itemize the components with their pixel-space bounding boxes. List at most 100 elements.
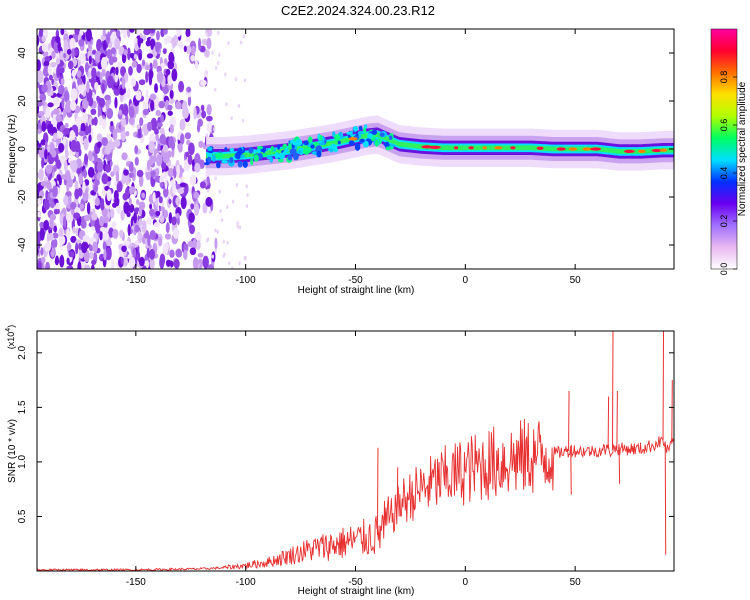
noise-speckle bbox=[38, 110, 45, 117]
noise-speckle bbox=[176, 165, 180, 178]
noise-speckle bbox=[214, 228, 217, 233]
noise-speckle bbox=[172, 227, 180, 239]
noise-speckle bbox=[194, 152, 201, 166]
noise-speckle bbox=[38, 29, 44, 38]
noise-speckle bbox=[109, 160, 113, 167]
snr-spike bbox=[611, 331, 614, 450]
noise-speckle bbox=[146, 53, 154, 59]
noise-speckle bbox=[167, 110, 173, 116]
noise-speckle bbox=[110, 208, 115, 219]
noise-speckle bbox=[186, 45, 192, 55]
noise-speckle bbox=[47, 64, 52, 75]
noise-speckle bbox=[39, 92, 47, 103]
noise-speckle bbox=[195, 232, 202, 241]
noise-speckle bbox=[125, 172, 130, 186]
noise-speckle bbox=[193, 107, 197, 120]
noise-speckle bbox=[74, 188, 80, 200]
noise-speckle bbox=[49, 90, 54, 96]
noise-speckle bbox=[205, 70, 209, 75]
noise-speckle bbox=[206, 188, 210, 193]
ridge-hotspot bbox=[510, 146, 516, 150]
noise-speckle bbox=[182, 106, 189, 119]
noise-speckle bbox=[227, 261, 231, 266]
noise-speckle bbox=[113, 190, 119, 201]
noise-speckle bbox=[126, 47, 131, 61]
ridge-blob bbox=[315, 145, 323, 154]
colorbar: 0.0 0.2 0.4 0.6 0.8 Normalized spectral ampl… bbox=[710, 28, 748, 275]
y-tick-label: 0.5 bbox=[17, 509, 28, 523]
noise-speckle bbox=[53, 208, 59, 215]
noise-speckle bbox=[184, 132, 192, 140]
noise-speckle bbox=[141, 220, 147, 233]
noise-speckle bbox=[37, 100, 43, 107]
ridge-blob bbox=[274, 152, 280, 160]
ridge-hotspot bbox=[660, 148, 668, 152]
noise-speckle bbox=[37, 128, 41, 135]
noise-speckle bbox=[138, 207, 143, 216]
noise-speckle bbox=[211, 125, 215, 134]
noise-speckle bbox=[77, 261, 82, 269]
noise-speckle bbox=[63, 39, 68, 53]
x-tick-label: -150 bbox=[126, 577, 146, 588]
noise-speckle bbox=[102, 241, 107, 251]
noise-speckle bbox=[78, 173, 84, 185]
noise-speckle bbox=[164, 177, 168, 190]
y-tick-label: 1.0 bbox=[17, 455, 28, 469]
snr-spike bbox=[396, 467, 399, 508]
noise-speckle bbox=[146, 247, 150, 259]
noise-speckle bbox=[193, 203, 200, 216]
noise-speckle bbox=[159, 128, 165, 135]
noise-speckle bbox=[158, 236, 163, 247]
noise-speckle bbox=[187, 95, 192, 107]
noise-speckle bbox=[38, 168, 44, 181]
noise-speckle bbox=[60, 29, 65, 36]
noise-speckle bbox=[245, 204, 249, 209]
colorbar-gradient bbox=[710, 28, 738, 270]
noise-speckle bbox=[185, 199, 192, 207]
noise-speckle bbox=[146, 121, 153, 132]
noise-speckle bbox=[80, 219, 87, 229]
noise-speckle bbox=[175, 248, 183, 258]
noise-speckle bbox=[141, 192, 145, 199]
noise-speckle bbox=[147, 234, 151, 247]
noise-speckle bbox=[100, 56, 108, 70]
noise-speckle bbox=[187, 142, 195, 156]
noise-speckle bbox=[92, 241, 98, 253]
noise-speckle bbox=[154, 198, 159, 207]
colorbar-tick-label: 0.4 bbox=[719, 167, 729, 180]
noise-speckle bbox=[66, 228, 71, 242]
noise-speckle bbox=[37, 172, 40, 178]
snr-spike bbox=[662, 331, 665, 441]
noise-speckle bbox=[114, 180, 118, 187]
ridge-blob bbox=[207, 156, 212, 163]
noise-speckle bbox=[101, 173, 109, 185]
noise-speckle bbox=[38, 146, 46, 159]
noise-speckle bbox=[138, 79, 146, 86]
noise-speckle bbox=[116, 205, 122, 215]
noise-speckle bbox=[108, 55, 114, 66]
noise-speckle bbox=[149, 208, 155, 217]
noise-speckle bbox=[171, 68, 178, 82]
noise-speckle bbox=[168, 198, 172, 205]
ridge-blob bbox=[229, 148, 235, 152]
ridge-blob bbox=[278, 152, 285, 160]
noise-speckle bbox=[67, 60, 74, 70]
noise-speckle bbox=[198, 37, 202, 51]
noise-speckle bbox=[145, 260, 150, 269]
noise-speckle bbox=[214, 65, 218, 70]
y-tick-label: 1.5 bbox=[17, 400, 28, 414]
noise-speckle bbox=[64, 160, 68, 173]
noise-speckle bbox=[39, 227, 45, 241]
noise-speckle bbox=[45, 164, 53, 174]
noise-speckle bbox=[187, 154, 193, 165]
noise-speckle bbox=[114, 37, 121, 50]
x-tick-label: -100 bbox=[236, 577, 256, 588]
noise-speckle bbox=[216, 229, 219, 234]
noise-speckle bbox=[189, 174, 197, 186]
x-tick-label: 50 bbox=[570, 577, 582, 588]
noise-speckle bbox=[68, 251, 75, 258]
noise-speckle bbox=[83, 264, 91, 269]
noise-speckle bbox=[214, 248, 217, 253]
noise-speckle bbox=[76, 217, 82, 227]
noise-speckle bbox=[150, 117, 158, 131]
